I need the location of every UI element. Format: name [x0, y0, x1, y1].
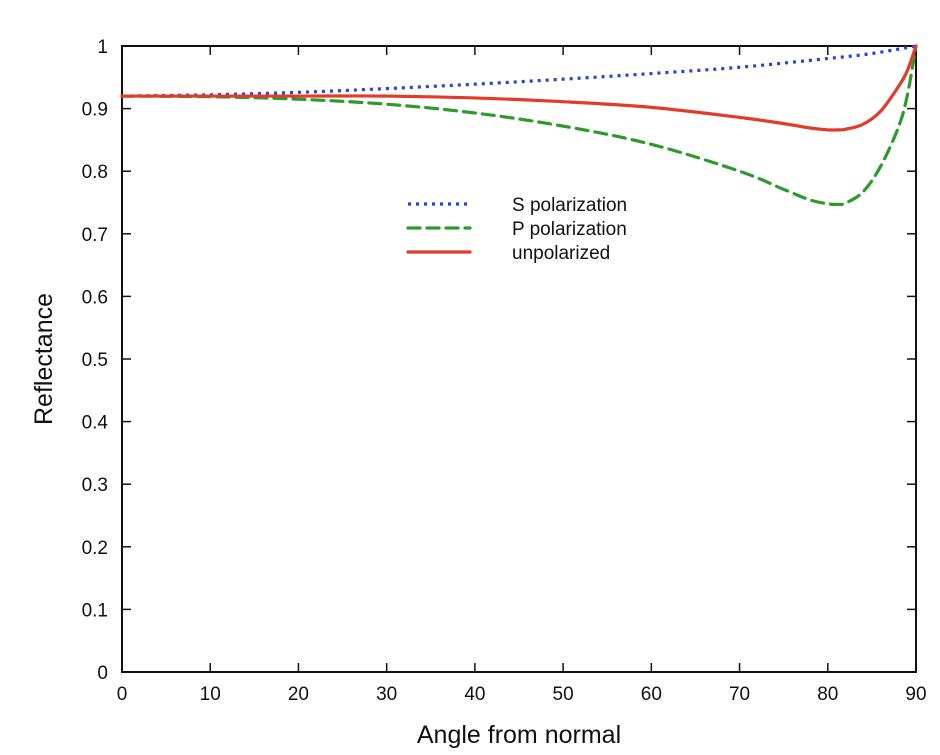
y-tick-label: 0.6 [82, 287, 108, 308]
legend: S polarization P polarization unpolarized [406, 195, 627, 264]
y-tick-label: 1 [97, 37, 108, 58]
y-tick-label: 0.5 [82, 350, 108, 371]
plot-frame [121, 45, 917, 673]
x-tick-label: 80 [817, 684, 838, 705]
y-tick-label: 0.2 [82, 538, 108, 559]
x-tick-label: 10 [200, 684, 221, 705]
y-tick-label: 0.4 [82, 413, 109, 434]
y-tick-label: 0.1 [82, 600, 108, 621]
y-tick-label: 0.7 [82, 225, 108, 246]
x-tick-label: 90 [905, 684, 926, 705]
y-tick-label: 0.9 [82, 100, 108, 121]
y-tick-label: 0.3 [82, 475, 108, 496]
legend-label: unpolarized [512, 243, 610, 264]
x-tick-label: 70 [729, 684, 750, 705]
series-layer [120, 44, 918, 207]
series-unpolarized [120, 44, 918, 132]
legend-label: P polarization [512, 219, 627, 240]
y-tick-label: 0 [97, 663, 108, 684]
legend-label: S polarization [512, 195, 627, 216]
x-tick-label: 20 [288, 684, 309, 705]
x-tick-label: 50 [553, 684, 574, 705]
x-axis-title: Angle from normal [417, 721, 621, 749]
x-tick-label: 40 [464, 684, 485, 705]
series-p-polarization [120, 44, 918, 207]
y-axis-title: Reflectance [30, 293, 58, 425]
x-tick-label: 60 [641, 684, 662, 705]
y-tick-label: 0.8 [82, 162, 108, 183]
x-tick-label: 30 [376, 684, 397, 705]
x-tick-label: 0 [117, 684, 128, 705]
axis-ticks: 0 10 20 30 40 50 60 70 80 90 0 0.1 0.2 0.3 0.4 0.5 0.6 0.… [82, 37, 927, 705]
series-s-polarization [121, 44, 917, 98]
